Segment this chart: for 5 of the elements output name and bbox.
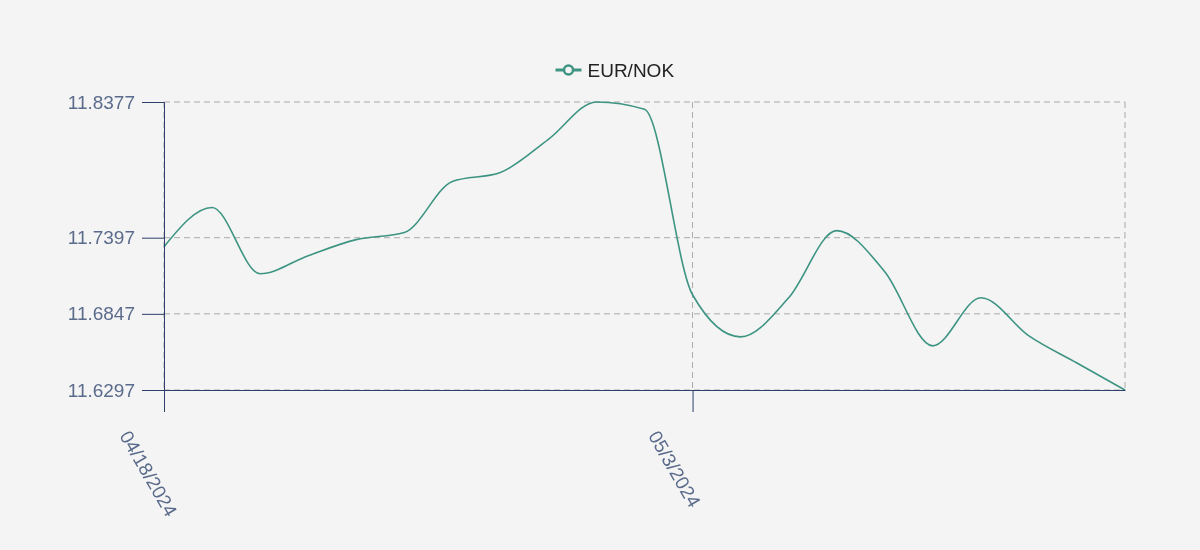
y-tick-label: 11.6847 bbox=[67, 303, 135, 325]
y-tick-label: 11.6297 bbox=[67, 379, 135, 401]
y-tick-label: 11.7397 bbox=[67, 227, 135, 249]
y-tick-label: 11.8377 bbox=[67, 91, 135, 113]
legend-label: EUR/NOK bbox=[587, 59, 675, 81]
